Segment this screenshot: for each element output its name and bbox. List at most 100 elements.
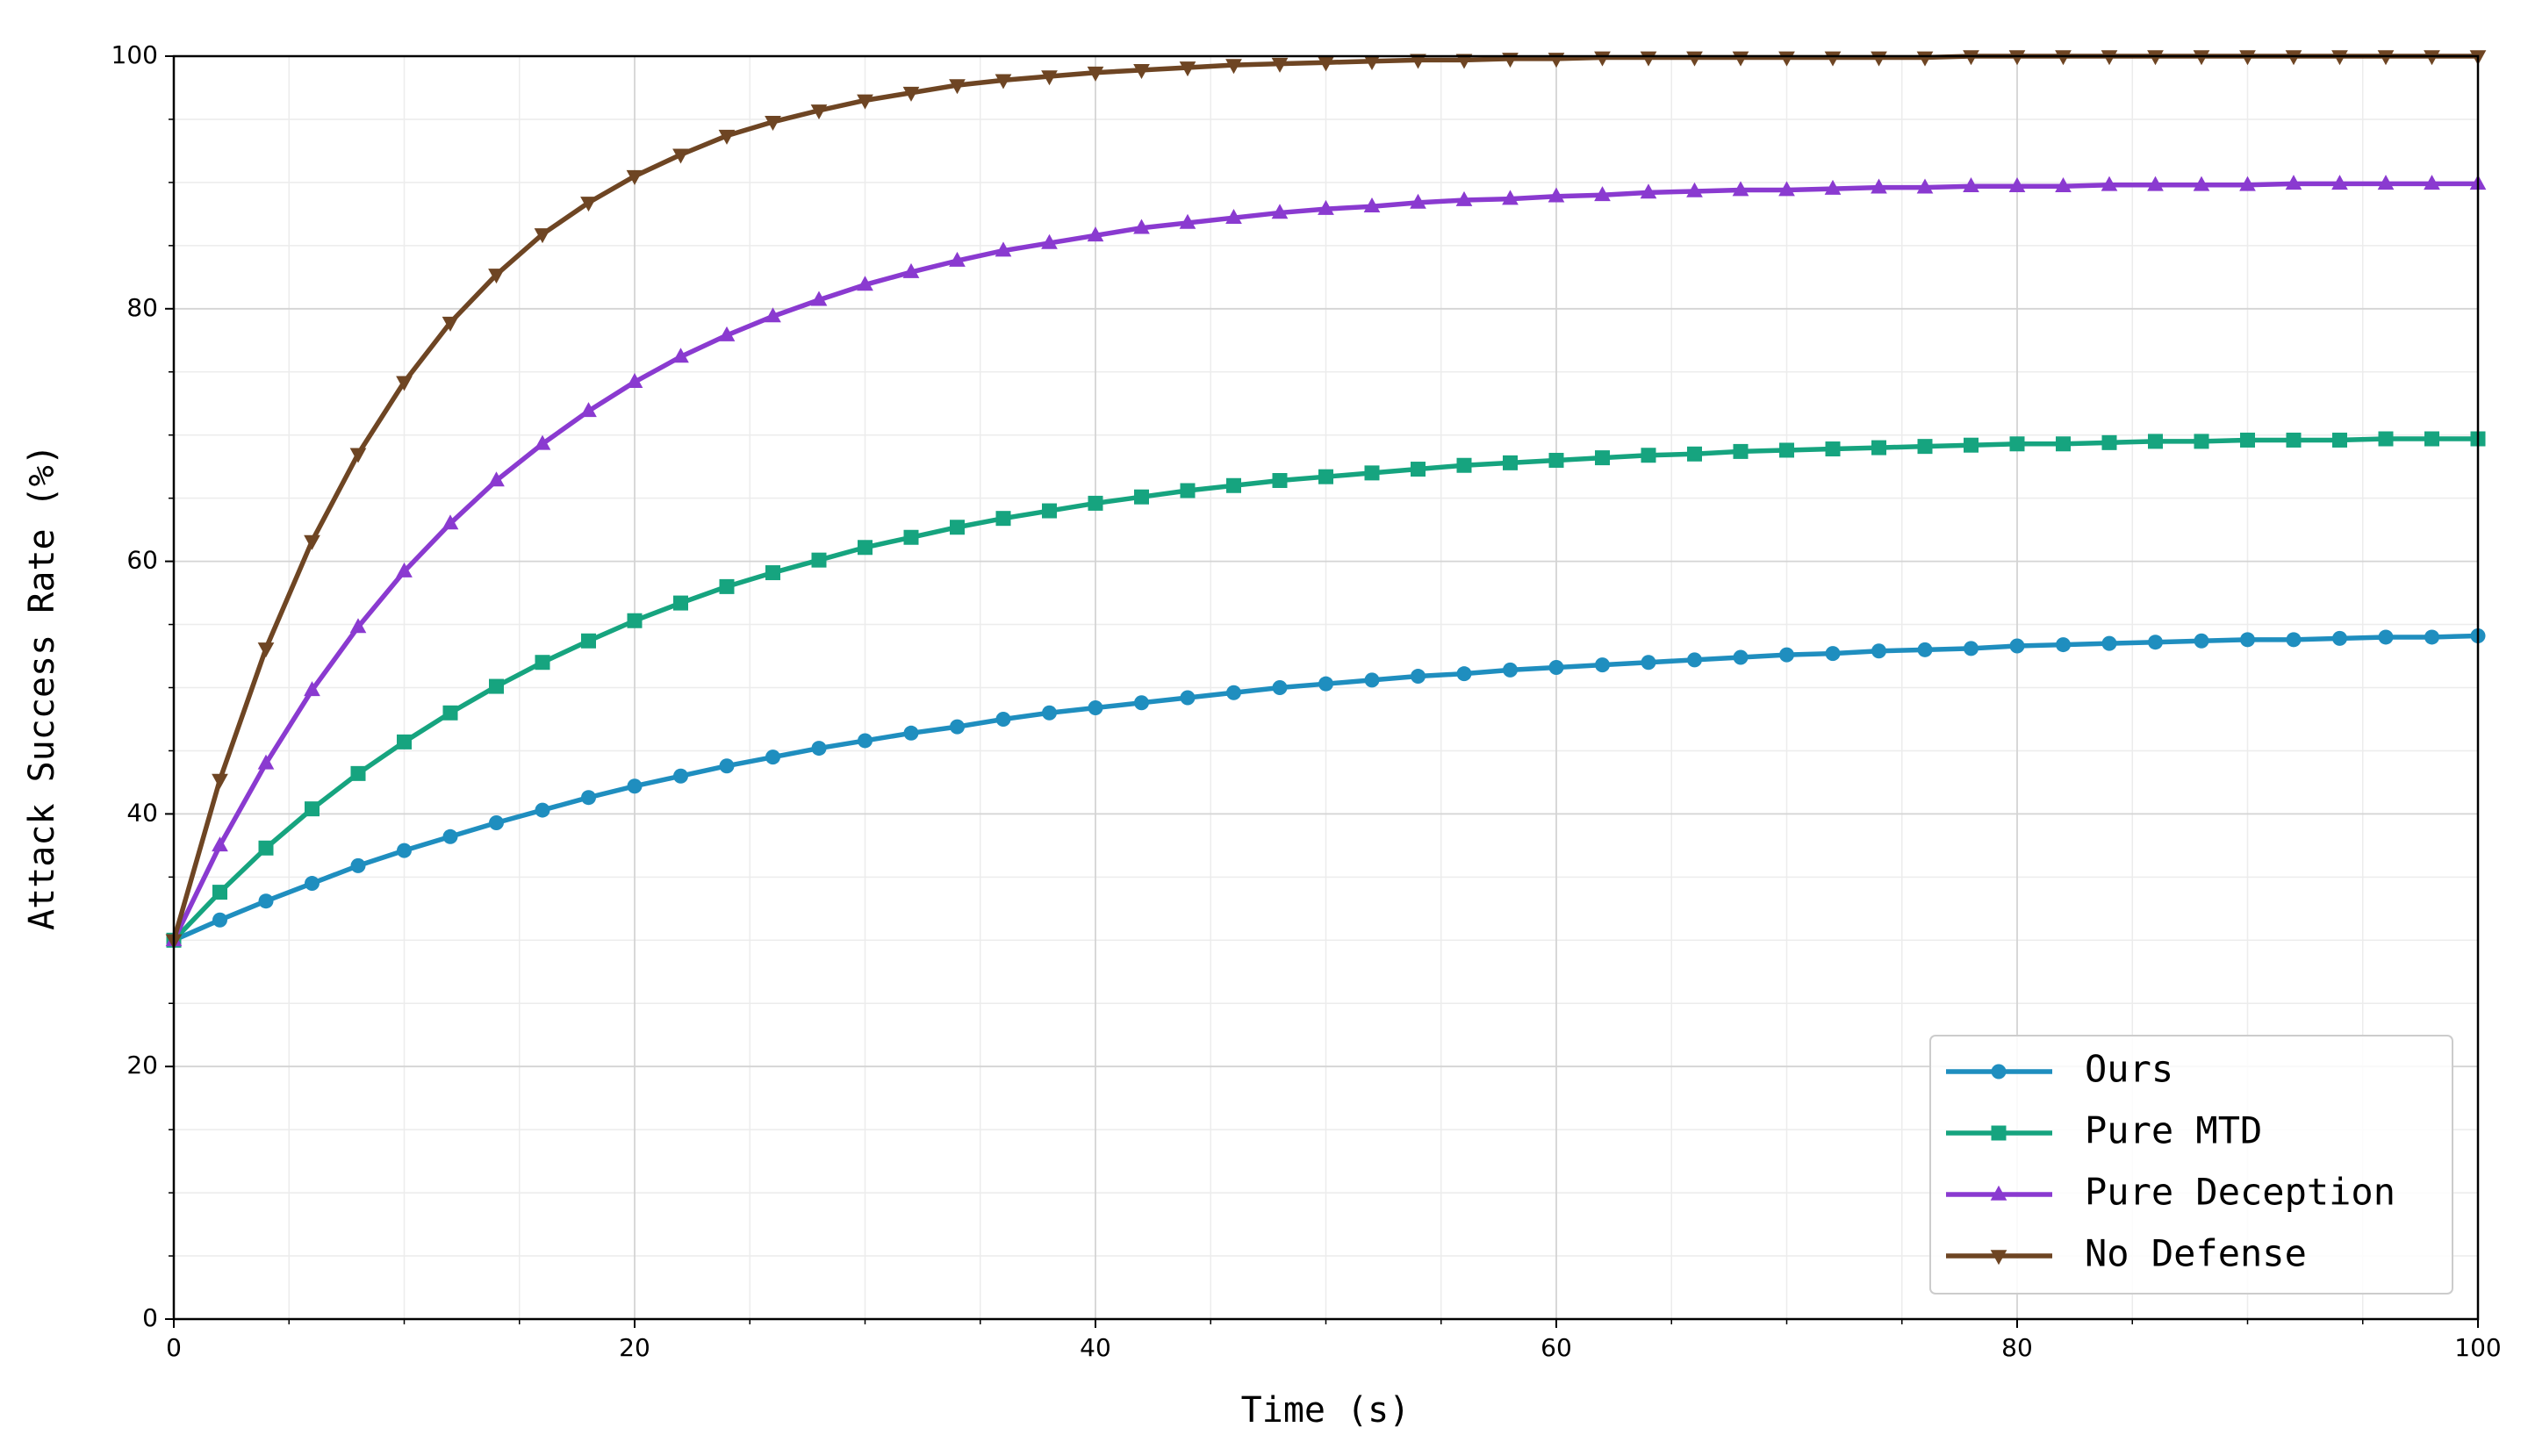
marker: [1318, 469, 1333, 484]
marker: [534, 434, 551, 450]
marker: [672, 148, 689, 164]
y-tick-label: 20: [126, 1051, 158, 1079]
marker: [1363, 54, 1381, 70]
plot-frame: [172, 54, 2480, 1321]
marker: [580, 197, 597, 212]
marker: [673, 768, 688, 784]
marker: [1594, 186, 1611, 202]
marker: [2147, 50, 2164, 66]
marker: [903, 529, 919, 545]
marker: [1225, 208, 1242, 224]
marker: [1179, 61, 1196, 77]
marker: [2332, 432, 2347, 448]
marker: [2377, 175, 2395, 190]
marker: [1871, 440, 1886, 455]
marker: [765, 116, 781, 132]
marker: [442, 828, 458, 844]
marker: [2008, 177, 2026, 193]
marker: [1272, 680, 1288, 695]
marker: [765, 750, 780, 765]
marker: [1271, 204, 1289, 219]
marker: [1134, 489, 1149, 505]
y-tick-label: 0: [142, 1303, 158, 1332]
marker: [626, 373, 643, 389]
marker: [811, 552, 827, 568]
marker: [1779, 442, 1794, 458]
legend-label: Pure Deception: [2085, 1171, 2395, 1214]
marker: [2193, 176, 2210, 191]
marker: [1687, 652, 1702, 668]
marker: [858, 540, 873, 556]
marker: [1455, 190, 1473, 206]
marker: [1687, 446, 1702, 462]
marker: [1548, 452, 1564, 468]
marker: [2331, 175, 2348, 190]
marker: [489, 814, 504, 830]
marker: [1455, 54, 1473, 69]
marker: [488, 471, 505, 487]
marker: [1686, 182, 1703, 197]
marker: [1087, 226, 1104, 242]
marker: [258, 893, 274, 909]
marker: [304, 681, 320, 697]
marker: [1087, 66, 1104, 82]
marker: [581, 790, 596, 806]
marker: [1318, 56, 1334, 72]
marker: [1733, 649, 1749, 665]
marker: [258, 840, 274, 856]
marker: [1991, 1064, 2007, 1079]
marker: [1595, 657, 1610, 673]
marker: [719, 578, 735, 594]
marker: [1825, 441, 1841, 457]
marker: [1411, 462, 1426, 477]
marker: [2377, 50, 2395, 66]
marker: [534, 228, 551, 244]
marker: [672, 348, 689, 363]
marker: [304, 534, 320, 550]
y-axis-label: Attack Success Rate (%): [22, 444, 62, 930]
marker: [1917, 439, 1933, 455]
marker: [2286, 632, 2302, 648]
marker: [1871, 643, 1886, 659]
marker: [1225, 59, 1242, 75]
marker: [535, 802, 550, 818]
marker: [1732, 181, 1749, 197]
x-tick-label: 0: [166, 1333, 182, 1362]
marker: [995, 241, 1012, 257]
marker: [2424, 175, 2440, 190]
marker: [950, 719, 965, 735]
marker: [1548, 659, 1564, 675]
marker: [626, 169, 643, 185]
marker: [995, 711, 1011, 727]
marker: [765, 307, 781, 323]
marker: [2331, 50, 2348, 66]
marker: [305, 801, 320, 817]
marker: [2055, 177, 2072, 193]
legend-label: Pure MTD: [2085, 1109, 2262, 1152]
marker: [1364, 465, 1380, 481]
marker: [349, 618, 367, 634]
marker: [2239, 176, 2256, 191]
marker: [397, 734, 412, 750]
marker: [2194, 633, 2209, 649]
marker: [1134, 695, 1149, 711]
marker: [857, 94, 873, 110]
marker: [257, 642, 275, 658]
marker: [581, 633, 596, 649]
y-tick-label: 60: [126, 546, 158, 575]
marker: [350, 765, 366, 781]
marker: [2101, 176, 2118, 191]
marker: [2378, 629, 2394, 645]
marker: [212, 773, 228, 789]
marker: [349, 448, 367, 463]
marker: [1503, 455, 1518, 470]
marker: [1411, 669, 1426, 685]
marker: [2240, 432, 2255, 448]
marker: [1088, 700, 1103, 716]
marker: [1456, 666, 1472, 682]
marker: [1410, 193, 1426, 209]
x-axis-label: Time (s): [1241, 1390, 1411, 1431]
marker: [949, 79, 966, 95]
x-tick-label: 60: [1540, 1333, 1572, 1362]
marker: [1041, 70, 1058, 86]
